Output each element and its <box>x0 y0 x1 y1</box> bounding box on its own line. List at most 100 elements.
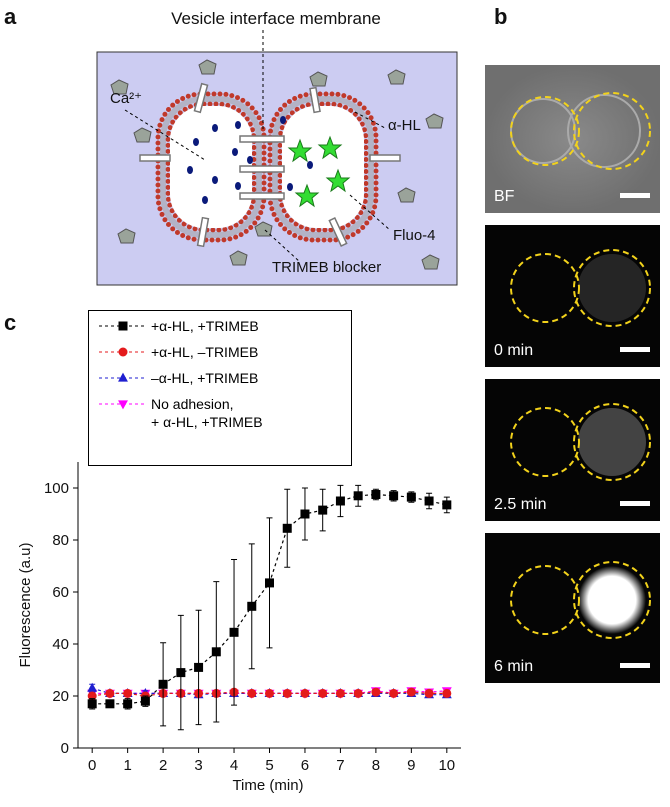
vesicle-trace <box>510 253 580 323</box>
x-tick-label: 1 <box>123 757 131 774</box>
y-tick-label: 60 <box>52 584 69 601</box>
marker <box>118 347 128 357</box>
scale-bar <box>620 193 650 198</box>
legend-swatch <box>99 400 147 410</box>
x-tick-label: 7 <box>336 757 344 774</box>
micrograph <box>485 225 660 367</box>
x-tick-label: 3 <box>194 757 202 774</box>
legend: +α-HL, +TRIMEB +α-HL, –TRIMEB –α-HL, +TRIM… <box>88 310 352 466</box>
marker <box>229 627 239 637</box>
vesicle-trace <box>510 96 580 166</box>
x-axis-title: Time (min) <box>232 777 303 794</box>
frame-label: 0 min <box>494 342 533 359</box>
panel-label: c <box>4 310 16 335</box>
vesicles <box>155 91 379 243</box>
x-tick-label: 6 <box>301 757 309 774</box>
marker <box>265 578 274 588</box>
marker <box>353 688 363 698</box>
vesicle-trace <box>573 561 651 639</box>
calcium-ions <box>187 116 313 204</box>
scale-bar <box>620 663 650 668</box>
legend-entry: +α-HL, +TRIMEB <box>89 317 351 343</box>
marker <box>118 321 128 331</box>
pores <box>139 82 401 248</box>
marker <box>105 699 115 709</box>
marker <box>265 688 274 698</box>
y-tick-label: 20 <box>52 688 69 705</box>
marker <box>194 662 204 672</box>
x-tick-label: 5 <box>265 757 273 774</box>
frame-label: 2.5 min <box>494 496 546 513</box>
legend-entry: –α-HL, +TRIMEB <box>89 369 351 395</box>
marker <box>318 505 328 515</box>
scale-bar <box>620 501 650 506</box>
vesicle-trace <box>573 92 651 170</box>
legend-swatch <box>99 321 147 331</box>
marker <box>424 688 434 698</box>
marker <box>87 682 98 692</box>
diagram-title: Vesicle interface membrane <box>171 9 381 28</box>
marker <box>300 509 310 519</box>
marker <box>176 668 186 678</box>
x-tick-label: 0 <box>88 757 96 774</box>
marker <box>442 688 452 698</box>
marker <box>118 400 128 410</box>
vesicle-trace <box>573 403 651 481</box>
legend-label: –α-HL, +TRIMEB <box>151 370 259 386</box>
x-tick-label: 10 <box>438 757 455 774</box>
marker <box>105 688 115 698</box>
marker <box>282 688 292 698</box>
marker <box>140 696 150 706</box>
vesicle-trace <box>573 249 651 327</box>
legend-swatch <box>99 372 147 382</box>
vesicle-outline <box>567 94 641 168</box>
marker <box>123 688 133 698</box>
marker <box>318 688 328 698</box>
callout: TRIMEB blocker <box>272 259 381 276</box>
leader-lines <box>124 30 391 263</box>
fluo4-stars <box>287 135 351 208</box>
vesicle-outline <box>510 98 576 164</box>
marker <box>335 496 345 506</box>
series-line <box>92 691 447 697</box>
micrograph <box>485 65 660 213</box>
legend-entry: No adhesion, + α-HL, +TRIMEB <box>89 395 351 430</box>
marker <box>406 687 416 697</box>
callout: Fluo-4 <box>393 227 436 244</box>
marker <box>300 688 310 698</box>
x-tick-label: 9 <box>407 757 415 774</box>
marker <box>247 688 257 698</box>
micrograph-column: BF 0 min 2.5 min 6 min <box>485 65 660 683</box>
y-tick-label: 0 <box>61 740 69 757</box>
marker <box>158 679 168 689</box>
marker <box>87 699 97 709</box>
frame-label: BF <box>494 188 515 205</box>
y-axis-title: Fluorescence (a.u) <box>17 542 34 667</box>
x-tick-label: 8 <box>372 757 380 774</box>
fluorescence <box>578 566 646 634</box>
panel-label: b <box>494 4 507 29</box>
plot: 0 20 40 60 80 100 0 1 2 3 4 5 6 7 8 9 10 <box>44 462 461 774</box>
x-tick-label: 4 <box>230 757 238 774</box>
marker <box>371 490 381 499</box>
frame-label: 6 min <box>494 658 533 675</box>
legend-label: +α-HL, –TRIMEB <box>151 344 259 360</box>
fluorescence <box>578 254 646 322</box>
y-tick-label: 80 <box>52 532 69 549</box>
x-tick-label: 2 <box>159 757 167 774</box>
marker <box>282 523 292 533</box>
marker <box>211 647 221 657</box>
vesicle-trace <box>510 565 580 635</box>
marker <box>353 491 363 501</box>
panel-label: a <box>4 4 17 29</box>
marker <box>389 688 399 698</box>
legend-label: No adhesion, + α-HL, +TRIMEB <box>151 396 263 430</box>
marker <box>442 500 452 510</box>
y-tick-label: 40 <box>52 636 69 653</box>
marker <box>247 601 257 611</box>
marker <box>424 496 434 506</box>
marker <box>389 491 399 501</box>
marker <box>406 492 416 502</box>
